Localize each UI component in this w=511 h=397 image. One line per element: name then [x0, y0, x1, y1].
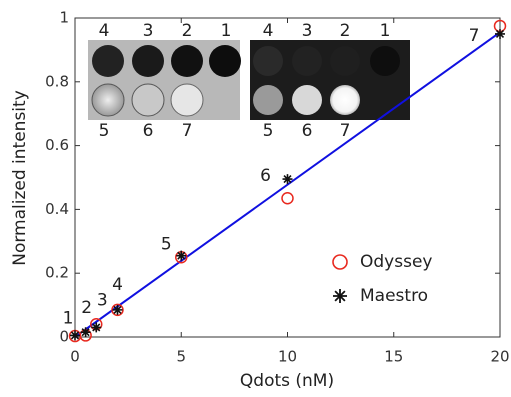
y-tick-label: 0.6	[45, 136, 69, 154]
inset-label: 6	[302, 121, 313, 141]
point-label: 3	[97, 290, 108, 310]
inset-label: 6	[143, 121, 154, 141]
inset-label: 7	[182, 121, 193, 141]
point-label: 2	[81, 298, 92, 318]
point-label: 7	[469, 26, 480, 46]
x-tick-label: 5	[176, 348, 186, 366]
x-tick-label: 10	[278, 348, 297, 366]
inset-label: 3	[302, 21, 313, 41]
y-tick-label: 0.2	[45, 264, 69, 282]
x-tick-label: 20	[490, 348, 509, 366]
chart: Qdots (nM) Normalized intensity 05101520…	[0, 0, 511, 397]
y-tick-label: 1	[59, 9, 69, 27]
point-label: 6	[260, 166, 271, 186]
x-tick-label: 0	[70, 348, 80, 366]
inset-label: 4	[263, 21, 274, 41]
inset-label: 4	[99, 21, 110, 41]
inset-left	[88, 40, 241, 120]
y-tick-label: 0.4	[45, 200, 69, 218]
inset-right	[250, 40, 410, 120]
y-tick-label: 0	[59, 328, 69, 346]
inset-label: 5	[99, 121, 110, 141]
legend-marker	[333, 289, 347, 303]
legend-label: Maestro	[360, 286, 428, 306]
inset-label: 2	[182, 21, 193, 41]
point-label: 4	[112, 275, 123, 295]
y-axis-label: Normalized intensity	[10, 90, 30, 266]
point-label: 5	[161, 235, 172, 255]
x-tick-label: 15	[384, 348, 403, 366]
inset-label: 1	[380, 21, 391, 41]
point-label: 1	[63, 308, 74, 328]
inset-label: 2	[340, 21, 351, 41]
inset-label: 1	[221, 21, 232, 41]
inset-label: 5	[263, 121, 274, 141]
legend-label: Odyssey	[360, 252, 432, 272]
x-axis-label: Qdots (nM)	[240, 371, 334, 391]
inset-label: 7	[340, 121, 351, 141]
inset-label: 3	[143, 21, 154, 41]
y-tick-label: 0.8	[45, 72, 69, 90]
